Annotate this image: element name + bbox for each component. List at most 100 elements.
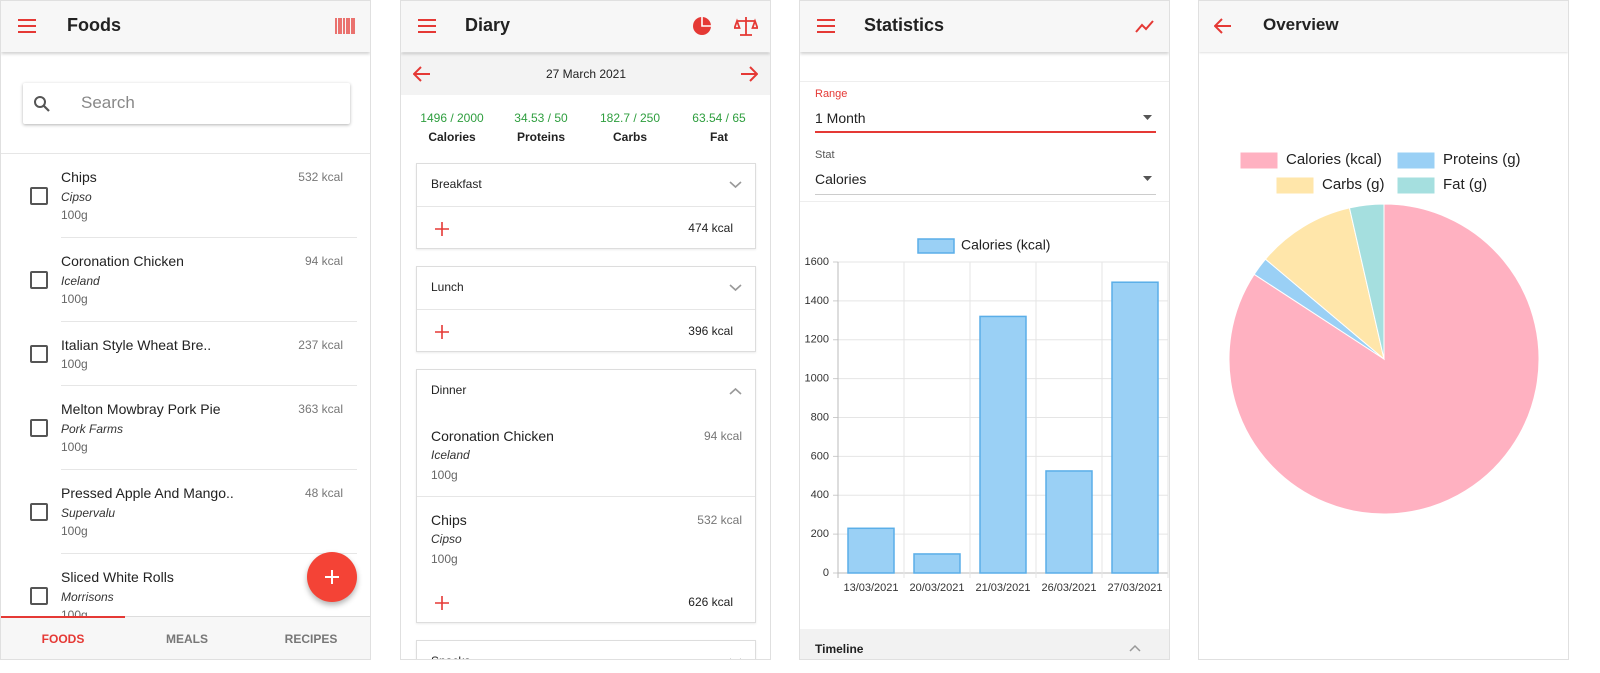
collapse-chevron[interactable] (729, 387, 742, 395)
screen-title: Foods (67, 15, 121, 35)
food-brand: Iceland (61, 274, 100, 288)
expand-chevron[interactable] (729, 658, 742, 660)
meal-name: Lunch (431, 280, 464, 294)
search-box[interactable]: Search (23, 83, 350, 124)
screen-title: Statistics (864, 15, 945, 35)
food-quantity: 100g (61, 292, 88, 306)
dropdown-arrow (1143, 176, 1152, 181)
menu-icon[interactable] (17, 18, 37, 34)
menu-icon[interactable] (417, 18, 437, 34)
range-value[interactable]: 1 Month (815, 110, 866, 126)
field-underline (815, 194, 1156, 195)
app-bar: Diary (401, 1, 770, 52)
barcode-icon[interactable] (335, 18, 355, 34)
goal-progress: 63.54 / 65 (692, 111, 746, 125)
legend-label: Carbs (g) (1322, 176, 1385, 193)
tab[interactable]: RECIPES (284, 632, 338, 646)
y-tick-label: 800 (811, 411, 829, 423)
goal-label: Carbs (612, 130, 648, 144)
food-quantity: 100g (431, 552, 458, 566)
checkbox[interactable] (30, 345, 48, 363)
food-list: Chips Cipso 100g 532 kcal Coronation Chicken… (1, 153, 370, 617)
checkbox[interactable] (30, 271, 48, 289)
back-button[interactable] (1214, 18, 1232, 34)
y-tick-label: 600 (811, 450, 829, 462)
food-item[interactable]: Chips Cipso 100g 532 kcal (1, 154, 370, 238)
app-bar: Statistics (800, 1, 1169, 52)
food-brand: Pork Farms (61, 422, 124, 436)
overview-screen: Overview Calories (kcal) Proteins (g) Carb… (1198, 0, 1569, 660)
app-bar: Foods (1, 1, 370, 52)
food-name: Chips (61, 169, 97, 185)
expand-chevron-shape (730, 658, 741, 659)
food-energy: 94 kcal (304, 254, 343, 268)
food-brand: Cipso (431, 532, 462, 546)
food-brand: Iceland (431, 448, 470, 462)
expand-chevron-shape (729, 181, 742, 189)
food-quantity: 100g (61, 524, 88, 538)
food-quantity: 100g (431, 468, 458, 482)
legend-label: Fat (g) (1443, 176, 1487, 193)
food-brand: Morrisons (61, 590, 114, 604)
legend-label: Calories (kcal) (1286, 151, 1382, 168)
stat-value[interactable]: Calories (815, 171, 867, 187)
checkbox[interactable] (30, 503, 48, 521)
food-energy: 237 kcal (298, 338, 343, 352)
timeline-bar[interactable]: Timeline (800, 629, 1169, 659)
dropdown-arrow (1143, 115, 1152, 120)
add-food[interactable] (435, 222, 449, 236)
tab[interactable]: FOODS (41, 632, 85, 646)
food-name: Chips (431, 512, 467, 528)
expand-chevron[interactable] (729, 181, 742, 189)
goal-progress: 182.7 / 250 (599, 111, 661, 125)
add-food-shape (435, 325, 449, 339)
meal-total: 626 kcal (688, 595, 733, 609)
food-item[interactable]: Melton Mowbray Pork Pie Pork Farms 100g 363… (1, 386, 370, 470)
menu-icon[interactable] (816, 18, 836, 34)
add-button[interactable] (307, 552, 357, 602)
food-quantity: 100g (61, 440, 88, 454)
food-energy: 532 kcal (697, 513, 742, 527)
scale-icon[interactable] (734, 15, 758, 37)
goal-label: Proteins (516, 130, 566, 144)
expand-chevron[interactable] (729, 284, 742, 292)
bar (847, 527, 895, 574)
bar (1111, 281, 1159, 574)
divider (61, 321, 357, 322)
next-day[interactable] (740, 66, 758, 82)
food-item[interactable]: Pressed Apple And Mango.. Supervalu 100g 48… (1, 470, 370, 554)
x-tick-label: 13/03/2021 (843, 582, 898, 594)
legend-label: Calories (kcal) (961, 237, 1050, 253)
food-item[interactable]: Sliced White Rolls Morrisons 100g (1, 554, 370, 617)
food-quantity: 100g (61, 208, 88, 222)
date: 27 March 2021 (545, 67, 627, 81)
food-item[interactable]: Coronation Chicken Iceland 100g 94 kcal (1, 238, 370, 322)
previous-day[interactable] (413, 66, 431, 82)
food-name: Italian Style Wheat Bre.. (61, 337, 212, 353)
active-tab-indicator (1, 616, 125, 618)
food-name: Coronation Chicken (431, 428, 554, 444)
add-food[interactable] (435, 596, 449, 610)
add-food-shape (435, 596, 449, 610)
expand-chevron-shape (729, 284, 742, 292)
pie-slice (1348, 203, 1385, 360)
checkbox[interactable] (30, 587, 48, 605)
food-item[interactable]: Italian Style Wheat Bre.. 100g 237 kcal (1, 322, 370, 386)
x-tick-label: 21/03/2021 (975, 582, 1030, 594)
divider (800, 201, 1169, 202)
add-food[interactable] (435, 325, 449, 339)
tab[interactable]: MEALS (166, 632, 208, 646)
food-quantity: 100g (61, 608, 88, 617)
food-energy: 532 kcal (298, 170, 343, 184)
search-icon (34, 96, 50, 112)
legend-swatch (1240, 152, 1278, 169)
pie-icon[interactable] (692, 16, 712, 36)
y-tick-label: 1400 (805, 295, 829, 307)
trend-icon[interactable] (1135, 19, 1155, 33)
chevron-up (1129, 644, 1141, 652)
food-name: Melton Mowbray Pork Pie (61, 401, 221, 417)
checkbox[interactable] (30, 187, 48, 205)
checkbox[interactable] (30, 419, 48, 437)
food-energy: 94 kcal (703, 429, 742, 443)
y-tick-label: 200 (811, 528, 829, 540)
